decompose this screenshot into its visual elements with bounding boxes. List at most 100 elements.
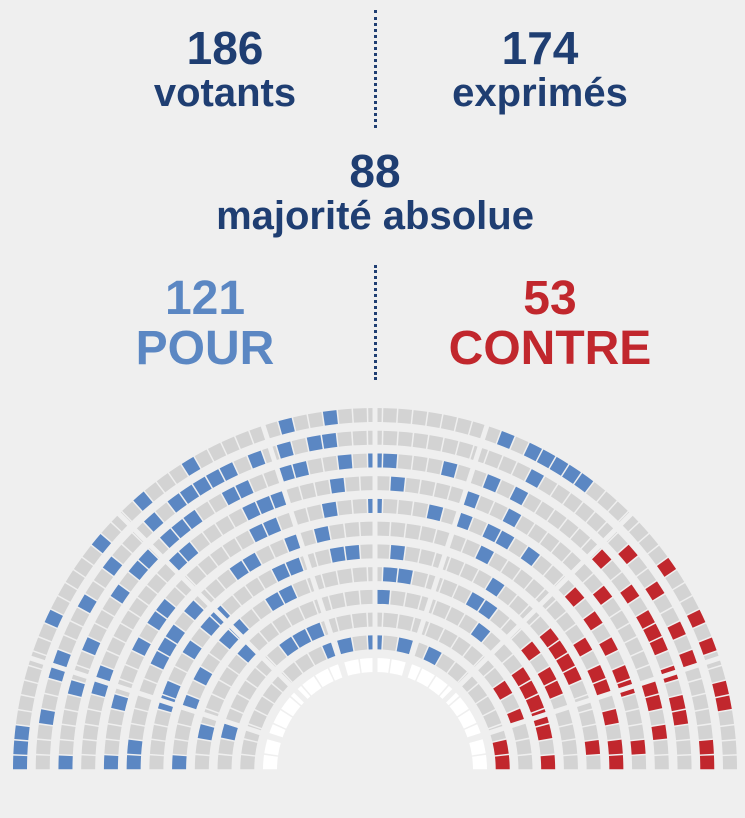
seat (227, 654, 248, 675)
seat (375, 476, 390, 491)
seat (273, 710, 293, 729)
seat-contre (608, 755, 624, 770)
seat-pour (478, 600, 498, 620)
seat (474, 656, 494, 677)
seat (629, 522, 649, 543)
seat (258, 570, 277, 589)
seat-contre (563, 666, 582, 686)
seat (295, 653, 315, 673)
seat-pour (103, 755, 119, 770)
seat (101, 522, 121, 543)
seat (113, 623, 133, 643)
seat (490, 609, 510, 629)
seat (412, 410, 428, 426)
seat (625, 709, 642, 726)
seat-contre (672, 709, 689, 726)
seat (177, 709, 195, 727)
seat (264, 739, 281, 756)
seat (617, 623, 637, 643)
seat (235, 530, 255, 550)
seat-pour (306, 622, 325, 641)
seat (111, 511, 131, 532)
contre-label: CONTRE (448, 322, 652, 375)
seat-pour (536, 449, 556, 469)
seat-pour (44, 609, 63, 628)
seat (314, 479, 331, 497)
seat-pour (221, 486, 241, 506)
seat (360, 544, 375, 559)
seat (217, 754, 233, 770)
seat (35, 755, 51, 770)
seat-contre (679, 649, 697, 668)
seat (345, 476, 360, 492)
seat (419, 526, 437, 543)
seat (508, 538, 528, 558)
seat-pour (147, 611, 167, 631)
seat (608, 533, 628, 553)
seat-contre (599, 637, 618, 656)
seat (283, 662, 303, 682)
seat (496, 480, 515, 499)
seat (469, 739, 486, 756)
aisle (401, 420, 491, 681)
seat (172, 739, 189, 755)
seat-contre (656, 557, 677, 577)
majorite-stat: 88 majorité absolue (120, 148, 630, 236)
seat (547, 509, 567, 530)
seat-pour (337, 454, 353, 470)
seat (228, 508, 248, 528)
pour-value: 121 (164, 272, 246, 325)
seat-pour (322, 410, 338, 426)
seat (337, 568, 353, 585)
seat-contre (698, 637, 717, 655)
seat-pour (574, 473, 594, 493)
seat-pour (13, 755, 28, 770)
seat (88, 623, 107, 642)
seat (344, 659, 361, 676)
seat (60, 725, 76, 741)
seat (676, 740, 692, 755)
seat (597, 491, 617, 511)
seat (308, 646, 327, 666)
seat-contre (602, 708, 619, 726)
seat (561, 739, 578, 755)
seat (208, 493, 228, 513)
seat-pour (156, 598, 176, 619)
seat (556, 612, 576, 632)
seat (582, 724, 599, 741)
seat-contre (667, 621, 686, 640)
seat (555, 709, 573, 727)
seat (501, 560, 521, 580)
aisle (259, 420, 349, 681)
seat (352, 499, 367, 514)
seat (235, 430, 254, 449)
seat (440, 414, 457, 432)
seat (122, 533, 142, 553)
seat (58, 583, 77, 602)
seat-pour (525, 469, 544, 488)
pour-label: POUR (135, 322, 275, 375)
seat-pour (375, 589, 390, 605)
seat (435, 653, 455, 673)
seat (237, 680, 257, 700)
seat-pour (482, 523, 501, 543)
seat-pour (182, 640, 202, 660)
majorite-label: majorité absolue (216, 194, 534, 238)
seat (457, 710, 477, 729)
seat-pour (229, 560, 249, 580)
seat-pour (265, 592, 285, 612)
seat (578, 709, 596, 727)
seat (627, 556, 648, 576)
seat-pour (53, 649, 71, 668)
seat-pour (345, 544, 360, 561)
seat (451, 636, 471, 657)
seat-pour (470, 622, 491, 643)
seat (64, 621, 83, 640)
seat (149, 740, 166, 755)
seat (359, 658, 375, 673)
seat (488, 552, 508, 572)
seat-contre (519, 680, 538, 700)
seat (509, 595, 529, 615)
seat (256, 656, 276, 677)
seat (375, 521, 390, 537)
